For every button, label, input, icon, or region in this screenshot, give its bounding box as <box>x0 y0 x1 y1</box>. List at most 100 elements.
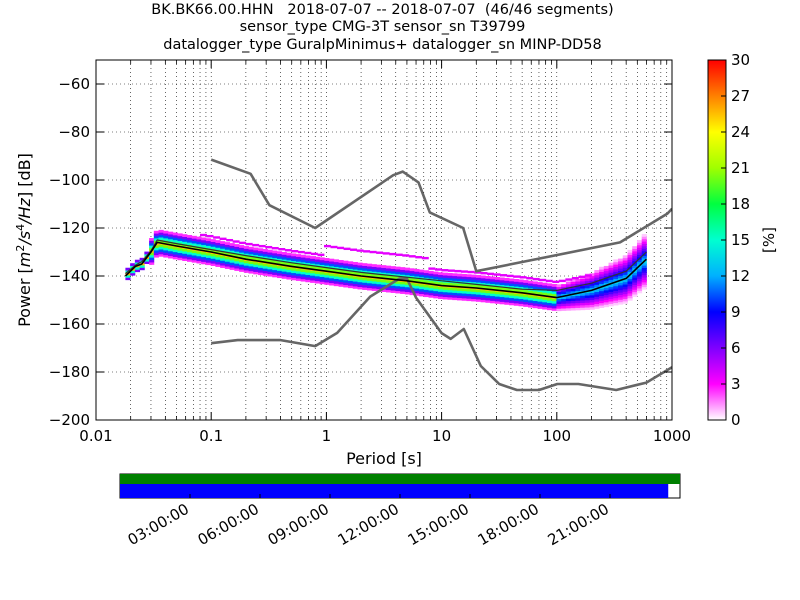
histogram-cell <box>300 257 306 260</box>
histogram-cell <box>134 259 141 263</box>
histogram-cell <box>641 262 647 266</box>
histogram-cell <box>551 298 557 302</box>
histogram-cell <box>603 282 609 286</box>
histogram-cell <box>295 270 302 274</box>
histogram-cell <box>603 273 609 276</box>
histogram-cell <box>594 274 600 278</box>
histogram-cell <box>172 237 178 241</box>
histogram-cell <box>163 247 169 251</box>
plot-frame <box>95 59 673 421</box>
histogram-cell <box>532 281 538 285</box>
histogram-cell <box>414 273 420 277</box>
histogram-cell <box>338 269 344 273</box>
histogram-cell <box>618 272 624 276</box>
histogram-cell <box>608 289 614 292</box>
histogram-cell <box>267 268 273 272</box>
histogram-cell <box>272 267 278 271</box>
histogram-cell <box>267 264 273 267</box>
histogram-cell <box>329 273 335 276</box>
histogram-cell <box>182 258 188 262</box>
mode-line <box>124 241 647 299</box>
histogram-cell <box>608 291 614 295</box>
histogram-cell <box>362 263 368 266</box>
histogram-cell <box>632 250 638 254</box>
y-tick-label: −120 <box>49 219 90 237</box>
histogram-cell <box>400 283 406 287</box>
histogram-cell <box>404 274 411 278</box>
histogram-cell <box>428 267 436 270</box>
histogram-cell <box>551 284 557 287</box>
histogram-cell <box>636 283 643 287</box>
histogram-cell <box>400 286 406 290</box>
histogram-cell <box>565 295 572 299</box>
histogram-cell <box>589 306 595 310</box>
histogram-cell <box>423 284 429 288</box>
histogram-cell <box>532 283 538 287</box>
histogram-cell <box>603 268 609 272</box>
histogram-cell <box>537 301 543 305</box>
y-axis-label: Power [m2/s4/Hz] [dB] <box>14 153 34 327</box>
x-tick-label: 1 <box>322 427 332 445</box>
histogram-cell <box>234 260 240 264</box>
histogram-cell <box>551 308 557 311</box>
histogram-cell <box>528 299 534 303</box>
histogram-cell <box>480 292 486 296</box>
histogram-cell <box>461 297 467 301</box>
histogram-cell <box>348 285 354 289</box>
histogram-cell <box>414 283 420 287</box>
histogram-cell <box>523 296 529 300</box>
histogram-cell <box>561 300 567 304</box>
histogram-cell <box>499 282 505 286</box>
histogram-cell <box>291 253 297 257</box>
histogram-cell <box>513 302 519 306</box>
histogram-cell <box>504 292 510 296</box>
histogram-cell <box>636 278 643 282</box>
histogram-cell <box>234 246 240 250</box>
histogram-cell <box>575 302 581 306</box>
histogram-cell <box>428 287 434 291</box>
histogram-cell <box>414 278 420 282</box>
histogram-cell <box>565 300 572 304</box>
histogram-cell <box>526 277 534 280</box>
histogram-cell <box>343 267 349 271</box>
colorbar-tick-label: 21 <box>731 159 750 177</box>
histogram-cell <box>248 265 254 269</box>
histogram-cell <box>509 300 515 303</box>
colorbar-label: [%] <box>760 227 778 253</box>
histogram-cell <box>528 283 534 286</box>
histogram-cell <box>447 287 453 291</box>
histogram-cell <box>419 279 425 283</box>
histogram-cell <box>158 251 164 255</box>
histogram-cell <box>599 271 605 275</box>
histogram-cell <box>608 293 614 297</box>
x-tick-label: 1000 <box>653 427 691 445</box>
histogram-cell <box>305 272 311 276</box>
histogram-cell <box>149 262 155 265</box>
histogram-cell <box>295 278 302 281</box>
histogram-cell <box>239 247 245 251</box>
histogram-cell <box>499 296 505 300</box>
histogram-cell <box>561 284 567 287</box>
histogram-cell <box>234 248 240 252</box>
histogram-cell <box>149 254 155 258</box>
histogram-cell <box>239 241 247 245</box>
histogram-cell <box>506 274 514 278</box>
histogram-cell <box>258 269 264 273</box>
histogram-cell <box>471 279 477 283</box>
histogram-cell <box>494 281 501 285</box>
colorbar-tick-label: 15 <box>731 231 750 249</box>
histogram-cell <box>475 277 482 281</box>
histogram-cell <box>447 277 453 281</box>
histogram-cell <box>414 288 420 291</box>
histogram-cell <box>352 269 358 272</box>
histogram-cell <box>480 285 486 288</box>
histogram-cell <box>291 267 297 271</box>
histogram-cell <box>461 295 467 299</box>
histogram-cell <box>357 265 363 268</box>
histogram-cell <box>622 298 628 302</box>
histogram-cell <box>262 265 268 269</box>
histogram-cell <box>329 261 335 264</box>
histogram-cell <box>310 272 316 276</box>
histogram-cell <box>428 270 434 274</box>
histogram-cell <box>253 266 259 270</box>
